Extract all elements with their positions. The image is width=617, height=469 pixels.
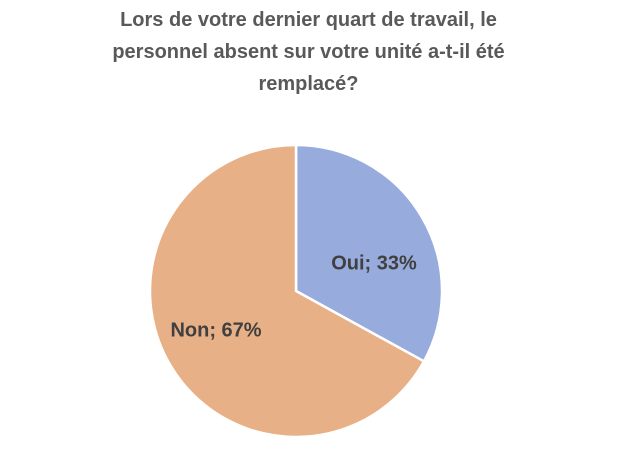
data-label-oui: Oui; 33%: [331, 252, 417, 274]
chart-title-line-3: remplacé?: [258, 73, 359, 95]
chart-title-line-2: personnel absent sur votre unité a-t-il …: [112, 41, 505, 63]
data-label-non: Non; 67%: [170, 319, 261, 341]
pie-slices: [148, 143, 444, 439]
pie-slice-non: [148, 143, 426, 439]
pie-slice-oui: [294, 143, 444, 363]
chart-title: Lors de votre dernier quart de travail, …: [0, 4, 617, 100]
chart-title-line-1: Lors de votre dernier quart de travail, …: [120, 9, 497, 31]
pie-labels: Oui; 33% Non; 67%: [170, 252, 417, 341]
